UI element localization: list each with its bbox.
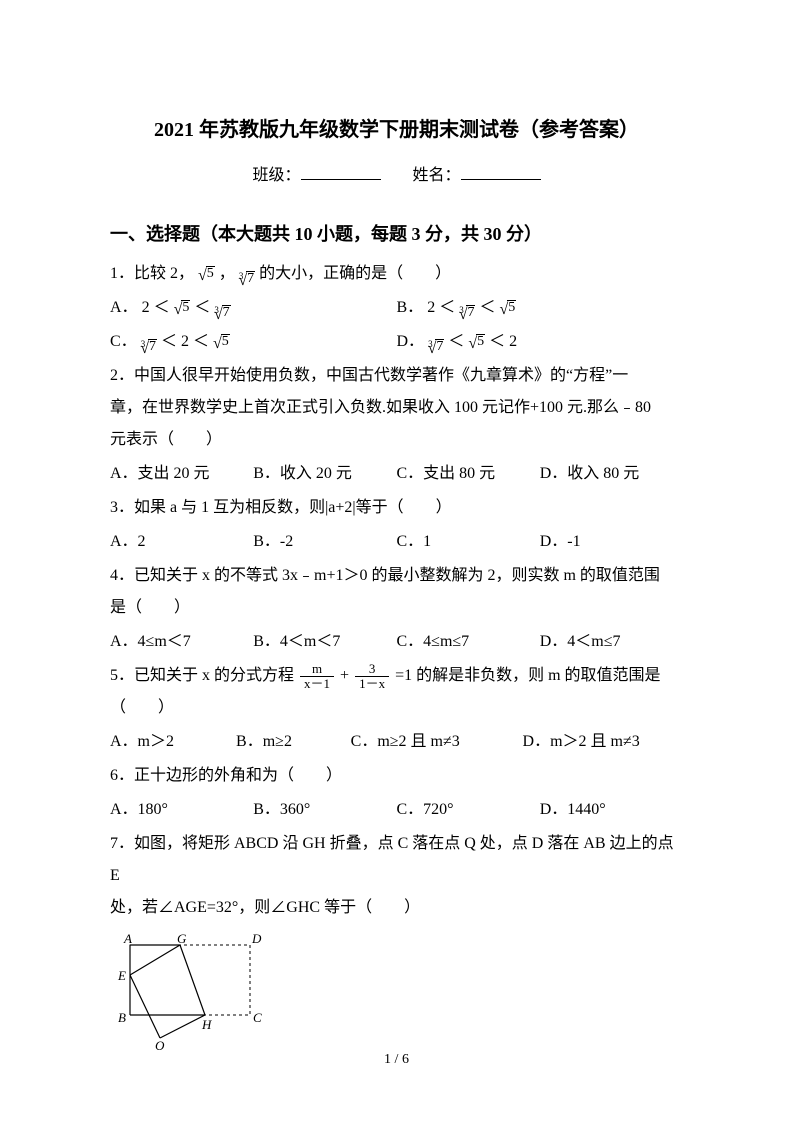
q3-options: A．2 B．-2 C．1 D．-1 [110, 526, 683, 558]
q6-opt-b: B．360° [253, 794, 396, 826]
label-H: H [201, 1017, 212, 1032]
q6-options: A．180° B．360° C．720° D．1440° [110, 794, 683, 826]
cbrt7-icon: 3√7 [459, 305, 475, 321]
q3-opt-c: C．1 [397, 526, 540, 558]
q1-pre: 1．比较 2， [110, 265, 194, 282]
sqrt5-icon: √5 [174, 300, 191, 316]
q2-line1: 2．中国人很早开始使用负数，中国古代数学著作《九章算术》的“方程”一 [110, 360, 683, 392]
q4-line2: 是（ ） [110, 592, 683, 624]
q2-line2: 章，在世界数学史上首次正式引入负数.如果收入 100 元记作+100 元.那么﹣… [110, 392, 683, 424]
q1-opt-c: C． 3√7 ＜ 2 ＜ √5 [110, 326, 397, 358]
question-7: 7．如图，将矩形 ABCD 沿 GH 折叠，点 C 落在点 Q 处，点 D 落在… [110, 828, 683, 924]
q5-line2: （ ） [110, 692, 683, 724]
q2-opt-c: C．支出 80 元 [397, 458, 540, 490]
q4-opt-c: C．4≤m≤7 [397, 626, 540, 658]
label-D: D [251, 931, 262, 946]
q2-opt-d: D．收入 80 元 [540, 458, 683, 490]
q5-line1: 5．已知关于 x 的分式方程 mx－1 + 31－x =1 的解是非负数，则 m… [110, 660, 683, 692]
page-footer: 1 / 6 [0, 1046, 793, 1074]
q2-line3: 元表示（ ） [110, 424, 683, 456]
sqrt5-icon: √5 [213, 334, 230, 350]
q4-line1: 4．已知关于 x 的不等式 3x﹣m+1＞0 的最小整数解为 2，则实数 m 的… [110, 560, 683, 592]
cbrt7-icon: 3√7 [239, 271, 255, 287]
page-number: 1 [384, 1052, 391, 1067]
page-total: 6 [402, 1052, 409, 1067]
q5-opt-c: C．m≥2 且 m≠3 [351, 726, 523, 758]
q5-options: A．m＞2 B．m≥2 C．m≥2 且 m≠3 D．m＞2 且 m≠3 [110, 726, 683, 758]
class-label: 班级： [252, 167, 300, 184]
q3-opt-b: B．-2 [253, 526, 396, 558]
q6-opt-a: A．180° [110, 794, 253, 826]
q4-opt-a: A．4≤m＜7 [110, 626, 253, 658]
name-blank [461, 163, 541, 180]
q7-line1: 7．如图，将矩形 ABCD 沿 GH 折叠，点 C 落在点 Q 处，点 D 落在… [110, 828, 683, 892]
q1-opt-d: D． 3√7 ＜ √5 ＜ 2 [397, 326, 684, 358]
q2-opt-a: A．支出 20 元 [110, 458, 253, 490]
cbrt7-icon: 3√7 [214, 305, 230, 321]
q2-options: A．支出 20 元 B．收入 20 元 C．支出 80 元 D．收入 80 元 [110, 458, 683, 490]
class-blank [301, 163, 381, 180]
page-title: 2021 年苏教版九年级数学下册期末测试卷（参考答案） [110, 110, 683, 150]
fraction-icon: mx－1 [300, 662, 334, 692]
label-G: G [177, 931, 187, 946]
sqrt5-icon: √5 [468, 334, 485, 350]
label-A: A [123, 931, 132, 946]
q3-opt-d: D．-1 [540, 526, 683, 558]
label-E: E [117, 968, 126, 983]
sqrt5-icon: √5 [500, 300, 517, 316]
q1-options-row2: C． 3√7 ＜ 2 ＜ √5 D． 3√7 ＜ √5 ＜ 2 [110, 326, 683, 358]
question-5: 5．已知关于 x 的分式方程 mx－1 + 31－x =1 的解是非负数，则 m… [110, 660, 683, 724]
student-info-line: 班级： 姓名： [110, 160, 683, 192]
q1-options-row1: A． 2 ＜ √5 ＜ 3√7 B． 2 ＜ 3√7 ＜ √5 [110, 292, 683, 324]
fold-diagram-icon: A G D E B H C Q [110, 930, 270, 1050]
q4-options: A．4≤m＜7 B．4＜m＜7 C．4≤m≤7 D．4＜m≤7 [110, 626, 683, 658]
page-sep: / [391, 1052, 402, 1067]
q1-mid: ， [219, 265, 235, 282]
q5-opt-b: B．m≥2 [236, 726, 351, 758]
question-2: 2．中国人很早开始使用负数，中国古代数学著作《九章算术》的“方程”一 章，在世界… [110, 360, 683, 456]
question-1: 1．比较 2， √5 ， 3√7 的大小，正确的是（ ） [110, 258, 683, 290]
q7-diagram: A G D E B H C Q [110, 930, 683, 1062]
q5-opt-d: D．m＞2 且 m≠3 [523, 726, 683, 758]
q1-post: 的大小，正确的是（ ） [259, 265, 451, 282]
q3-opt-a: A．2 [110, 526, 253, 558]
q1-opt-b: B． 2 ＜ 3√7 ＜ √5 [397, 292, 684, 324]
name-label: 姓名： [413, 167, 461, 184]
page-root: 2021 年苏教版九年级数学下册期末测试卷（参考答案） 班级： 姓名： 一、选择… [0, 0, 793, 1122]
section-1-heading: 一、选择题（本大题共 10 小题，每题 3 分，共 30 分） [110, 216, 683, 252]
q6-opt-d: D．1440° [540, 794, 683, 826]
sqrt5-icon: √5 [198, 266, 215, 282]
q1-opt-a: A． 2 ＜ √5 ＜ 3√7 [110, 292, 397, 324]
question-3: 3．如果 a 与 1 互为相反数，则|a+2|等于（ ） [110, 492, 683, 524]
cbrt7-icon: 3√7 [428, 339, 444, 355]
cbrt7-icon: 3√7 [141, 339, 157, 355]
q6-opt-c: C．720° [397, 794, 540, 826]
question-6: 6．正十边形的外角和为（ ） [110, 760, 683, 792]
label-C: C [253, 1010, 262, 1025]
q5-opt-a: A．m＞2 [110, 726, 236, 758]
q4-opt-b: B．4＜m＜7 [253, 626, 396, 658]
label-B: B [118, 1010, 126, 1025]
fraction-icon: 31－x [355, 662, 389, 692]
question-4: 4．已知关于 x 的不等式 3x﹣m+1＞0 的最小整数解为 2，则实数 m 的… [110, 560, 683, 624]
q2-opt-b: B．收入 20 元 [253, 458, 396, 490]
q7-line2: 处，若∠AGE=32°，则∠GHC 等于（ ） [110, 892, 683, 924]
q4-opt-d: D．4＜m≤7 [540, 626, 683, 658]
